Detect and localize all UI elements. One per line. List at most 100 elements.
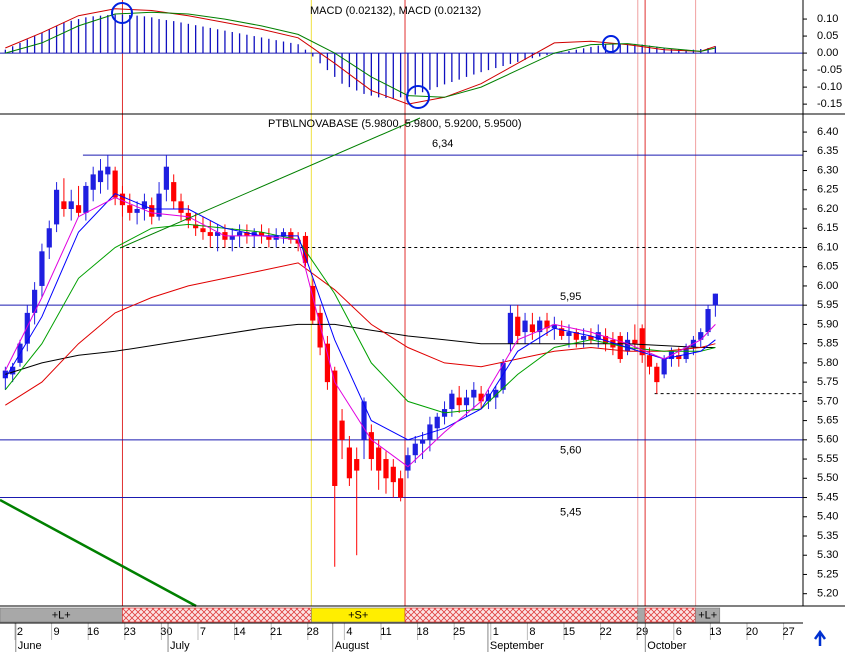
x-tick-label: 2 xyxy=(17,626,23,638)
candle-body xyxy=(163,166,169,190)
y-tick-label: 5.20 xyxy=(817,588,838,600)
signal-label: +L+ xyxy=(52,609,71,621)
y-tick-label: 5.40 xyxy=(817,511,838,523)
x-axis: +L+ +S+ +L+2 9 16 23 30 7 14 21 28 4 11 18 25 1 8 15 22 29 6… xyxy=(0,607,795,652)
y-tick-label: 0.00 xyxy=(817,47,838,59)
candle-body xyxy=(537,320,543,333)
x-tick-label: 21 xyxy=(270,626,282,638)
candle-body xyxy=(156,193,162,217)
y-tick-label: 5.95 xyxy=(817,299,838,311)
y-tick-label: -0.15 xyxy=(817,98,842,110)
x-tick-label: 28 xyxy=(307,626,319,638)
signal-label: +S+ xyxy=(348,609,368,621)
candle-body xyxy=(68,201,74,210)
candle-body xyxy=(236,232,243,236)
candle-body xyxy=(434,416,440,429)
candle-body xyxy=(676,355,682,360)
candle-body xyxy=(602,335,609,344)
x-tick-label: 16 xyxy=(87,626,99,638)
month-label: October xyxy=(647,640,686,652)
candle-body xyxy=(405,455,411,471)
x-tick-label: 20 xyxy=(746,626,758,638)
candle-body xyxy=(324,343,331,383)
signal-segment xyxy=(695,607,721,623)
candle-body xyxy=(105,166,111,175)
candle-body xyxy=(32,289,38,313)
candle-body xyxy=(229,235,235,240)
x-tick-label: 18 xyxy=(416,626,428,638)
candle-body xyxy=(39,251,45,286)
y-tick-label: 6.20 xyxy=(817,203,838,215)
y-tick-label: 6.00 xyxy=(817,280,838,292)
trend-line xyxy=(0,498,197,608)
x-tick-label: 29 xyxy=(636,626,648,638)
y-tick-label: 6.10 xyxy=(817,241,838,253)
y-tick-label: 6.35 xyxy=(817,145,838,157)
month-label: August xyxy=(335,640,369,652)
candle-body xyxy=(302,235,309,263)
y-tick-label: 5.85 xyxy=(817,338,838,350)
month-label: September xyxy=(490,640,544,652)
macd-title: MACD (0.02132), MACD (0.02132) xyxy=(310,5,481,17)
month-label: June xyxy=(18,640,42,652)
signal-label: +L+ xyxy=(698,609,717,621)
candle-body xyxy=(376,447,382,471)
x-tick-label: 25 xyxy=(453,626,465,638)
level-label: 5,45 xyxy=(560,506,581,518)
candle-body xyxy=(90,174,96,190)
candle-body xyxy=(207,232,213,236)
candle-body xyxy=(588,335,594,340)
indicator-line xyxy=(5,262,716,406)
x-tick-label: 13 xyxy=(709,626,721,638)
highlight-circle xyxy=(111,2,133,24)
y-tick-label: 6.25 xyxy=(817,184,838,196)
indicator-line xyxy=(4,193,716,441)
x-tick-label: 30 xyxy=(160,626,172,638)
candle-body xyxy=(258,232,265,236)
x-tick-label: 7 xyxy=(200,626,206,638)
signal-segment xyxy=(122,607,312,623)
candle-body xyxy=(427,424,433,440)
candle-body xyxy=(354,459,360,471)
candle-body xyxy=(368,432,374,460)
signal-segment xyxy=(637,607,646,623)
indicator-line xyxy=(4,196,716,468)
candle-body xyxy=(661,359,667,375)
candle-body xyxy=(698,332,704,340)
scroll-arrow[interactable] xyxy=(813,629,827,646)
y-tick-label: 5.55 xyxy=(817,453,838,465)
candle-body xyxy=(339,420,345,440)
y-tick-label: 5.65 xyxy=(817,414,838,426)
y-tick-label: 6.05 xyxy=(817,261,838,273)
candle-body xyxy=(493,389,499,398)
y-tick-label: 5.70 xyxy=(817,395,838,407)
candle-body xyxy=(61,201,67,210)
candle-body xyxy=(500,362,506,390)
candle-body xyxy=(149,205,155,217)
y-tick-label: 5.60 xyxy=(817,434,838,446)
candle-body xyxy=(617,335,623,360)
y-tick-label: 0.10 xyxy=(817,13,838,25)
candle-body xyxy=(46,228,52,248)
candle-body xyxy=(478,393,484,402)
candle-body xyxy=(310,285,316,321)
month-label: July xyxy=(170,640,190,652)
y-tick-label: 5.25 xyxy=(817,568,838,580)
y-tick-label: 6.15 xyxy=(817,222,838,234)
highlight-circle xyxy=(406,85,430,109)
candle-body xyxy=(244,232,250,236)
candle-body xyxy=(171,182,177,202)
candle-body xyxy=(456,397,462,406)
candle-body xyxy=(595,332,601,340)
x-tick-label: 4 xyxy=(346,626,352,638)
candle-body xyxy=(507,312,514,344)
y-tick-label: 5.45 xyxy=(817,491,838,503)
y-tick-label: 5.50 xyxy=(817,472,838,484)
y-tick-label: 5.35 xyxy=(817,530,838,542)
vertical-lines xyxy=(121,0,697,606)
x-tick-label: 6 xyxy=(676,626,682,638)
candle-body xyxy=(581,335,587,340)
y-tick-label: -0.05 xyxy=(817,64,842,76)
